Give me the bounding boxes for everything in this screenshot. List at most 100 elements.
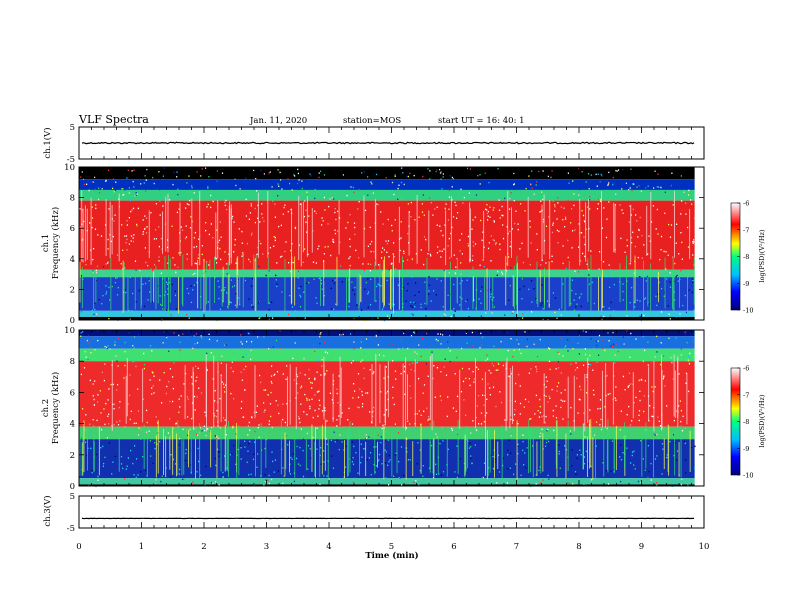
spectrum-speckle xyxy=(206,261,207,262)
spectrum-speckle xyxy=(450,361,451,362)
spectrum-speckle xyxy=(219,451,220,452)
spectrum-speckle xyxy=(445,359,446,360)
spectrum-speckle xyxy=(657,174,658,175)
spectrum-speckle xyxy=(535,298,536,299)
spectrum-speckle xyxy=(682,259,683,260)
spectrum-speckle xyxy=(231,279,232,280)
spectrum-speckle xyxy=(632,232,633,233)
spectrum-speckle xyxy=(524,452,525,453)
spectrum-streak xyxy=(466,427,467,472)
spectrum-speckle xyxy=(381,463,382,464)
spectrum-streak xyxy=(291,209,292,266)
spectrum-speckle xyxy=(159,201,160,202)
spectrum-speckle xyxy=(446,203,447,204)
spectrum-speckle xyxy=(360,361,361,362)
spectrum-speckle xyxy=(499,471,500,472)
spectrum-speckle xyxy=(361,444,362,445)
spectrum-speckle xyxy=(230,393,231,394)
spectrum-speckle xyxy=(79,208,80,209)
spectrum-streak xyxy=(347,432,348,477)
spectrum-speckle xyxy=(379,354,380,355)
spectrum-speckle xyxy=(360,347,361,348)
spectrum-streak xyxy=(305,275,306,311)
spectrum-speckle xyxy=(353,192,354,193)
spectrum-speckle xyxy=(224,287,225,288)
spectrum-speckle xyxy=(553,430,554,431)
spectrum-speckle xyxy=(650,463,651,464)
spectrum-speckle xyxy=(396,311,397,312)
spectrum-speckle xyxy=(417,442,418,443)
spectrum-speckle xyxy=(418,484,419,485)
spectrum-speckle xyxy=(233,426,234,427)
spectrum-speckle xyxy=(443,176,444,177)
spectrum-speckle xyxy=(391,344,392,345)
spectrum-speckle xyxy=(81,374,82,375)
spectrum-speckle xyxy=(670,351,671,352)
spectrum-speckle xyxy=(231,367,232,368)
spectrum-speckle xyxy=(299,447,300,448)
spectrum-speckle xyxy=(571,290,572,291)
spectrum-speckle xyxy=(277,195,278,196)
spectrum-speckle xyxy=(108,318,109,319)
spectrum-speckle xyxy=(205,230,206,231)
spectrum-speckle xyxy=(656,336,657,337)
spectrum-streak xyxy=(430,423,431,470)
spectrum-speckle xyxy=(529,373,530,374)
spectrum-speckle xyxy=(422,212,423,213)
spectrum-speckle xyxy=(574,229,575,230)
spectrum-speckle xyxy=(348,482,349,483)
spectrum-speckle xyxy=(361,457,362,458)
spectrum-speckle xyxy=(196,246,197,247)
spectrum-streak xyxy=(607,440,608,470)
spectrum-speckle xyxy=(264,410,265,411)
spectrum-speckle xyxy=(401,167,402,168)
spectrum-streak xyxy=(206,263,207,305)
spectrum-speckle xyxy=(677,276,678,277)
spectrum-speckle xyxy=(568,200,569,201)
spectrum-speckle xyxy=(241,458,242,459)
spectrum-speckle xyxy=(402,348,403,349)
spectrum-speckle xyxy=(643,411,644,412)
spectrum-speckle xyxy=(373,373,374,374)
spectrum-speckle xyxy=(449,257,450,258)
spectrum-speckle xyxy=(102,372,103,373)
spectrum-speckle xyxy=(366,434,367,435)
spectrum-speckle xyxy=(126,239,127,240)
spectrum-speckle xyxy=(473,241,474,242)
spectrum-speckle xyxy=(398,185,399,186)
spectrum-streak xyxy=(645,422,646,468)
spectrum-speckle xyxy=(194,237,195,238)
spectrum-speckle xyxy=(139,290,140,291)
spectrum-speckle xyxy=(480,291,481,292)
spectrum-speckle xyxy=(362,406,363,407)
spectrum-speckle xyxy=(620,481,621,482)
spectrum-speckle xyxy=(460,297,461,298)
spectrum-streak xyxy=(544,373,545,423)
spectrum-speckle xyxy=(335,230,336,231)
spectrum-speckle xyxy=(306,398,307,399)
spectrum-speckle xyxy=(140,429,141,430)
spectrum-speckle xyxy=(405,300,406,301)
spectrum-speckle xyxy=(101,303,102,304)
spectrum-speckle xyxy=(492,456,493,457)
spectrum-speckle xyxy=(601,348,602,349)
spectrum-speckle xyxy=(105,293,106,294)
spectrum-speckle xyxy=(239,445,240,446)
spectrum-speckle xyxy=(106,180,107,181)
spectrum-speckle xyxy=(534,194,535,195)
spectrum-speckle xyxy=(370,304,371,305)
spectrum-speckle xyxy=(275,240,276,241)
spectrum-speckle xyxy=(682,430,683,431)
spectrum-speckle xyxy=(608,483,609,484)
spectrum-speckle xyxy=(609,287,610,288)
spectrum-speckle xyxy=(412,362,413,363)
spectrum-speckle xyxy=(486,399,487,400)
spectrum-speckle xyxy=(127,466,128,467)
spectrum-speckle xyxy=(92,217,93,218)
spectrum-speckle xyxy=(209,339,210,340)
spectrum-speckle xyxy=(681,410,682,411)
spectrum-speckle xyxy=(85,429,86,430)
spectrum-speckle xyxy=(95,189,96,190)
spectrum-speckle xyxy=(322,359,323,360)
spectrum-speckle xyxy=(468,243,469,244)
